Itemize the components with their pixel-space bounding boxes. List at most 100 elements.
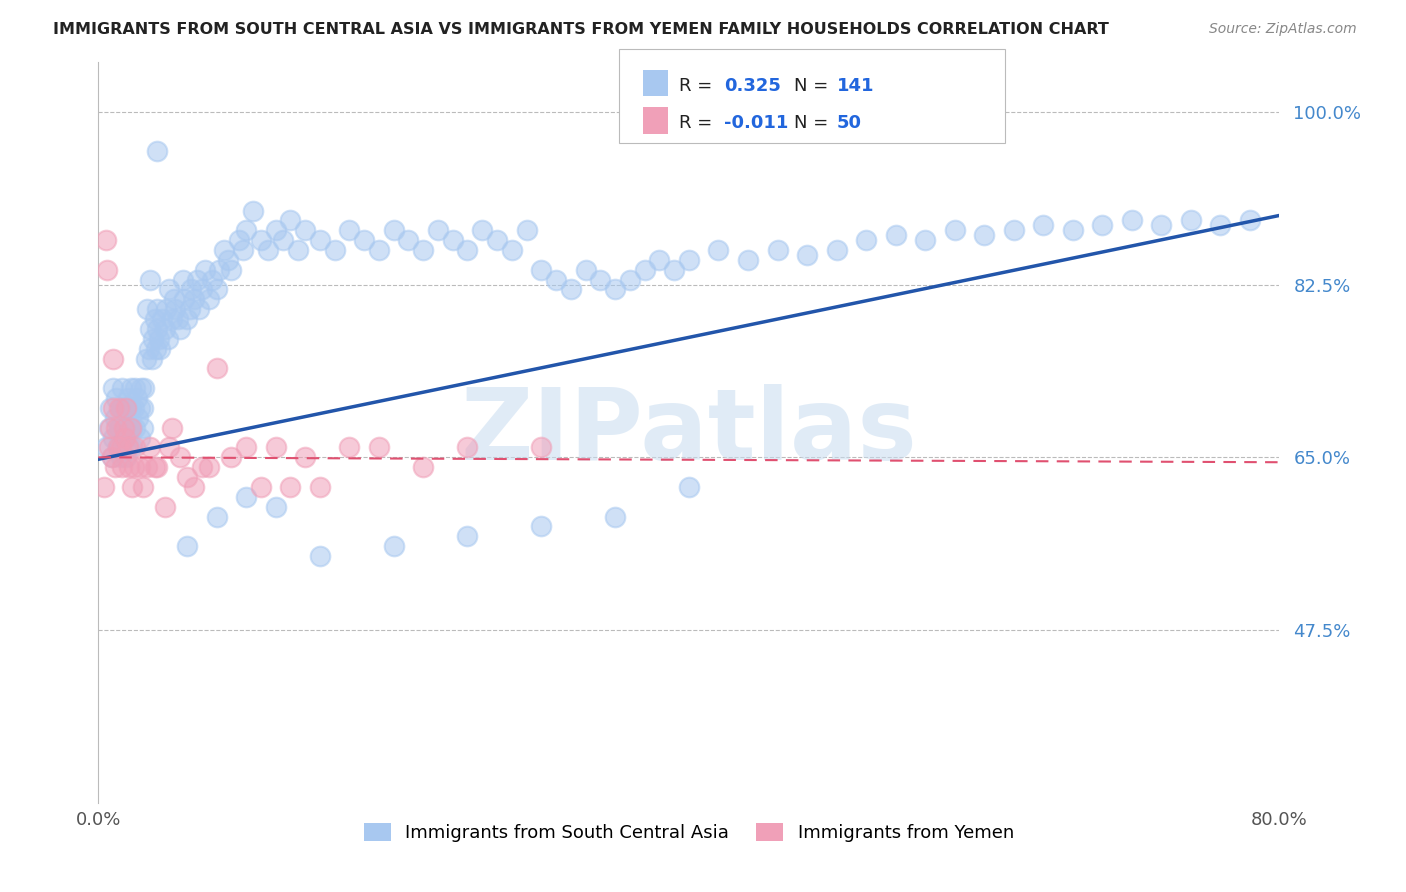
Point <box>98 401 121 415</box>
Point <box>457 441 479 455</box>
Point <box>187 302 209 317</box>
Point <box>232 243 254 257</box>
Point <box>796 248 818 262</box>
Point <box>94 233 117 247</box>
Point <box>163 293 186 307</box>
Point <box>235 490 257 504</box>
Point <box>176 539 198 553</box>
Point <box>118 460 141 475</box>
Point <box>194 262 217 277</box>
Point <box>1032 219 1054 233</box>
Point <box>280 480 302 494</box>
Point <box>165 302 187 317</box>
Point <box>353 233 375 247</box>
Point <box>128 401 150 415</box>
Point <box>117 441 139 455</box>
Point <box>124 420 146 434</box>
Point <box>146 145 169 159</box>
Point <box>111 460 134 475</box>
Point <box>110 450 132 465</box>
Text: N =: N = <box>794 114 834 132</box>
Point <box>162 420 183 434</box>
Point <box>221 262 243 277</box>
Point <box>146 302 169 317</box>
Point <box>108 401 131 415</box>
Point <box>309 233 332 247</box>
Point <box>678 480 700 494</box>
Point <box>118 441 141 455</box>
Point <box>884 228 907 243</box>
Point <box>125 391 148 405</box>
Text: Source: ZipAtlas.com: Source: ZipAtlas.com <box>1209 22 1357 37</box>
Point <box>183 293 205 307</box>
Point <box>1002 223 1025 237</box>
Point <box>169 450 191 465</box>
Point <box>546 272 568 286</box>
Point <box>412 243 434 257</box>
Point <box>457 243 479 257</box>
Point <box>664 262 686 277</box>
Point <box>124 441 146 455</box>
Text: R =: R = <box>679 114 718 132</box>
Point <box>128 460 150 475</box>
Point <box>427 223 450 237</box>
Point <box>1239 213 1261 227</box>
Point <box>441 233 464 247</box>
Point <box>205 283 228 297</box>
Point <box>121 420 143 434</box>
Point <box>264 500 287 514</box>
Point <box>132 401 155 415</box>
Point <box>157 441 180 455</box>
Point <box>107 441 129 455</box>
Point <box>105 420 128 434</box>
Point <box>139 441 162 455</box>
Point <box>1062 223 1084 237</box>
Point <box>104 410 127 425</box>
Point <box>678 252 700 267</box>
Point <box>146 322 169 336</box>
Point <box>201 272 224 286</box>
Point <box>212 243 235 257</box>
Point <box>560 283 582 297</box>
Point <box>235 441 257 455</box>
Text: 141: 141 <box>837 77 875 95</box>
Point <box>122 460 145 475</box>
Point <box>516 223 538 237</box>
Point <box>235 223 257 237</box>
Point <box>150 312 173 326</box>
Point <box>530 441 553 455</box>
Point <box>117 391 139 405</box>
Point <box>111 381 134 395</box>
Point <box>648 252 671 267</box>
Point <box>271 233 294 247</box>
Point <box>121 480 143 494</box>
Point <box>471 223 494 237</box>
Point <box>183 480 205 494</box>
Point <box>323 243 346 257</box>
Point <box>208 262 231 277</box>
Point <box>139 322 162 336</box>
Point <box>457 529 479 543</box>
Point <box>575 262 598 277</box>
Point <box>368 243 391 257</box>
Point <box>104 460 127 475</box>
Point <box>257 243 280 257</box>
Point <box>309 480 332 494</box>
Point <box>589 272 612 286</box>
Point <box>145 342 167 356</box>
Point <box>110 441 132 455</box>
Point <box>914 233 936 247</box>
Point <box>486 233 509 247</box>
Point <box>128 431 150 445</box>
Point <box>107 441 129 455</box>
Text: N =: N = <box>794 77 834 95</box>
Point <box>114 420 136 434</box>
Point <box>153 322 176 336</box>
Point <box>530 262 553 277</box>
Text: 0.325: 0.325 <box>724 77 780 95</box>
Point <box>149 342 172 356</box>
Point <box>176 312 198 326</box>
Point <box>97 441 120 455</box>
Point <box>132 420 155 434</box>
Point <box>205 509 228 524</box>
